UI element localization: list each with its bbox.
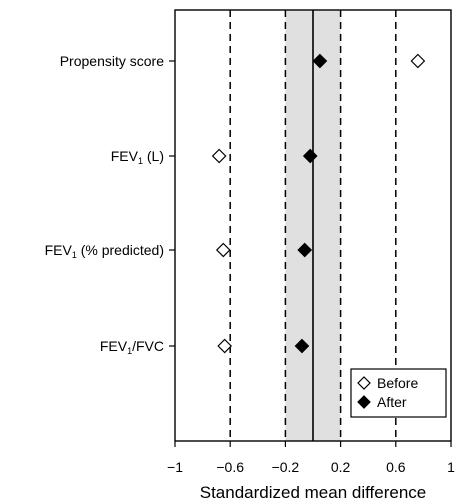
legend-label: After	[377, 394, 407, 410]
legend-label: Before	[377, 375, 418, 391]
x-tick-label: −0.2	[272, 459, 300, 475]
legend: Before After	[351, 369, 446, 417]
x-tick-label: −0.6	[216, 459, 244, 475]
category-label: FEV1/FVC	[100, 338, 164, 356]
x-tick-label: 1	[447, 459, 455, 475]
category-label: FEV1 (L)	[111, 148, 164, 166]
x-tick-label: 0.6	[386, 459, 406, 475]
category-label: FEV1 (% predicted)	[45, 242, 164, 260]
before-point	[213, 150, 226, 163]
before-point	[217, 244, 230, 257]
x-axis-title: Standardized mean difference	[200, 483, 427, 502]
before-point	[218, 340, 231, 353]
x-ticks-layer: −1 −0.6 −0.2 0.2 0.6 1	[167, 441, 455, 475]
before-point	[411, 55, 424, 68]
category-labels-layer: Propensity score FEV1 (L) FEV1 (% predicte…	[45, 53, 175, 356]
x-tick-label: −1	[167, 459, 183, 475]
category-label: Propensity score	[60, 53, 164, 69]
x-tick-label: 0.2	[331, 459, 351, 475]
